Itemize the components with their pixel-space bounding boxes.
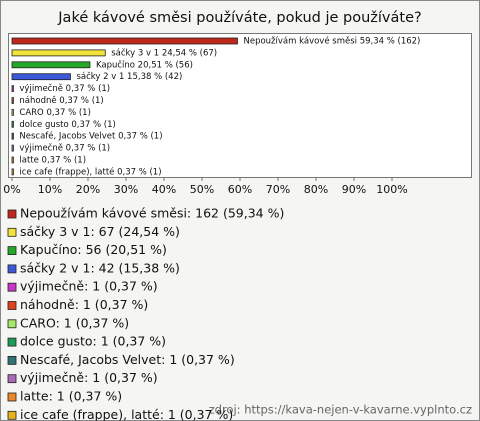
legend-swatch: [7, 209, 17, 219]
data-label: Nescafé, Jacobs Velvet 0,37 % (1): [19, 131, 162, 142]
legend-label: náhodně: 1 (0,37 %): [20, 297, 148, 312]
legend-label: sáčky 3 v 1: 67 (24,54 %): [20, 224, 180, 239]
legend-swatch: [7, 392, 17, 402]
data-label: sáčky 2 v 1 15,38 % (42): [76, 71, 182, 82]
legend-label: Kapučíno: 56 (20,51 %): [20, 242, 167, 257]
data-label: výjimečně 0,37 % (1): [19, 83, 110, 94]
source: zdroj: https://kava-nejen-v-kavarne.vypl…: [209, 403, 472, 417]
data-label: náhodně 0,37 % (1): [19, 96, 103, 106]
legend-label: výjimečně: 1 (0,37 %): [20, 279, 158, 294]
legend-swatch: [7, 282, 17, 292]
data-label: sáčky 3 v 1 24,54 % (67): [111, 47, 217, 58]
bar: [11, 73, 71, 81]
bar: [11, 120, 14, 128]
legend-label: Nescafé, Jacobs Velvet: 1 (0,37 %): [20, 352, 235, 367]
legend-swatch: [7, 337, 17, 347]
legend-label: výjimečně: 1 (0,37 %): [20, 370, 158, 385]
legend-swatch: [7, 227, 17, 237]
legend-swatch: [7, 410, 17, 420]
legend-label: sáčky 2 v 1: 42 (15,38 %): [20, 260, 180, 275]
data-label: dolce gusto 0,37 % (1): [19, 120, 115, 130]
data-label: Kapučíno 20,51 % (56): [96, 59, 193, 70]
legend-swatch: [7, 319, 17, 329]
x-tick-label: 40%: [152, 183, 176, 196]
x-tick-label: 60%: [228, 183, 252, 196]
legend-label: ice cafe (frappe), latté: 1 (0,37 %): [20, 407, 233, 421]
legend-swatch: [7, 264, 17, 274]
legend-swatch: [7, 301, 17, 310]
plot-area: [8, 33, 472, 178]
x-tick-label: 90%: [342, 183, 366, 196]
bar: [11, 37, 238, 45]
bar: [11, 132, 14, 140]
data-label: výjimečně 0,37 % (1): [19, 143, 110, 154]
bar: [11, 97, 14, 104]
x-tick-label: 10%: [38, 183, 62, 196]
bar: [11, 85, 14, 92]
x-tick-label: 80%: [304, 183, 328, 196]
x-tick-label: 100%: [376, 183, 407, 196]
x-tick-label: 70%: [266, 183, 290, 196]
chart-title: Jaké kávové směsi používáte, pokud je po…: [57, 10, 421, 26]
legend-label: Nepoužívám kávové směsi: 162 (59,34 %): [20, 206, 284, 221]
legend-swatch: [7, 246, 17, 256]
legend-label: CARO: 1 (0,37 %): [20, 315, 129, 330]
bar: [11, 168, 14, 176]
data-label: ice cafe (frappe), latté 0,37 % (1): [19, 166, 161, 177]
legend-swatch: [7, 355, 17, 365]
bar: [11, 144, 14, 152]
legend-label: dolce gusto: 1 (0,37 %): [20, 334, 166, 349]
x-tick-label: 50%: [190, 183, 214, 196]
legend-label: latte: 1 (0,37 %): [20, 389, 122, 404]
legend-swatch: [7, 374, 17, 384]
bar: [11, 156, 14, 164]
bar: [11, 109, 14, 116]
x-tick-label: 0%: [3, 183, 20, 196]
data-label: Nepoužívám kávové směsi 59,34 % (162): [243, 36, 420, 47]
bar: [11, 49, 106, 57]
data-label: latte 0,37 % (1): [19, 156, 86, 166]
x-tick-label: 30%: [114, 183, 138, 196]
bar: [11, 61, 91, 69]
data-label: CARO 0,37 % (1): [19, 108, 91, 118]
x-tick-label: 20%: [76, 183, 100, 196]
